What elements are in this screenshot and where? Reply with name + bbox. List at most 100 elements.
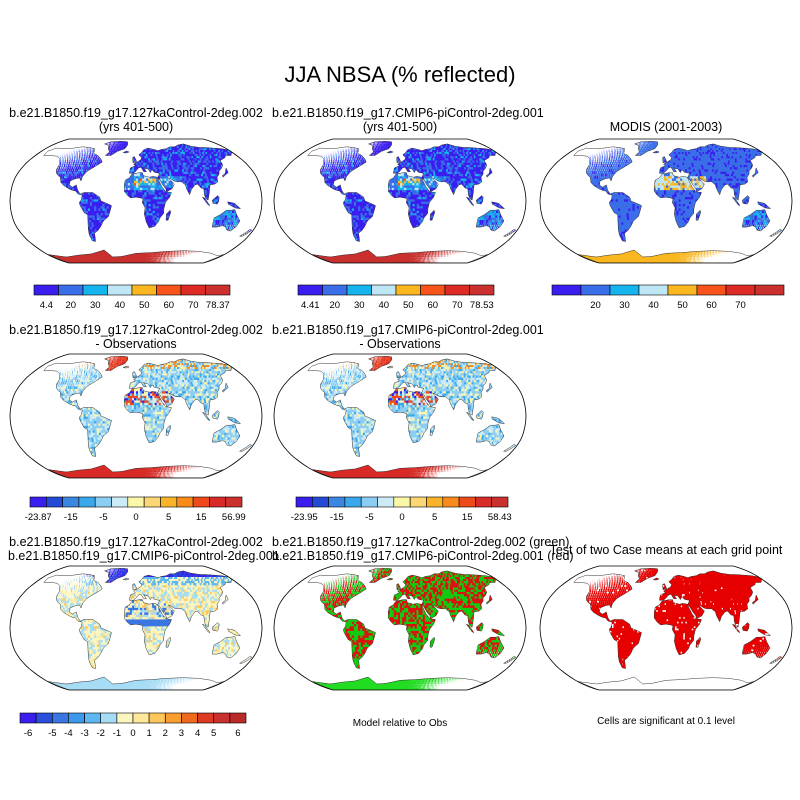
- colorbar-swatch: [395, 284, 421, 296]
- colorbar-swatch: [111, 496, 129, 508]
- colorbar-swatch: [426, 496, 444, 508]
- globe-outline: [539, 138, 793, 264]
- colorbar-swatch: [84, 712, 101, 724]
- colorbar-swatch: [176, 496, 194, 508]
- colorbar-swatch: [377, 496, 395, 508]
- land-south-america: [343, 192, 376, 242]
- panel-3-title-line1: MODIS (2001-2003): [538, 120, 794, 134]
- colorbar-tick-label: 30: [354, 300, 365, 311]
- panel-7-title: b.e21.B1850.f19_g17.127kaControl-2deg.00…: [8, 535, 280, 563]
- colorbar-swatch: [328, 496, 346, 508]
- colorbar-swatch: [667, 284, 698, 296]
- colorbar-tick-label: 58.43: [488, 512, 512, 523]
- colorbar-tick-label: 50: [139, 300, 150, 311]
- colorbar-tick-label: 56.99: [222, 512, 246, 523]
- colorbar-swatch: [82, 284, 108, 296]
- colorbar-swatch: [181, 712, 198, 724]
- colorbar-swatch: [29, 496, 47, 508]
- colorbar-tick-label: 70: [735, 300, 746, 311]
- colorbar-tick-label: 20: [590, 300, 601, 311]
- colorbar-tick-label: 40: [115, 300, 126, 311]
- colorbar-swatch: [143, 496, 161, 508]
- colorbar-tick-label: -23.87: [25, 512, 52, 523]
- colorbar-tick-label: 15: [462, 512, 473, 523]
- land-australia: [476, 209, 504, 231]
- colorbar-tick-label: 0: [399, 512, 404, 523]
- colorbar-tick-label: 70: [188, 300, 199, 311]
- colorbar-swatch: [371, 284, 397, 296]
- main-title: JJA NBSA (% reflected): [0, 62, 800, 88]
- colorbar-swatch: [107, 284, 133, 296]
- colorbar-swatch: [33, 284, 59, 296]
- colorbar-swatch: [19, 712, 37, 724]
- colorbar-tick-label: 20: [330, 300, 341, 311]
- colorbar-tick-label: -15: [330, 512, 344, 523]
- globe-outline: [9, 565, 263, 691]
- land-south-america: [609, 619, 642, 669]
- land-fill: [307, 567, 517, 690]
- land-north-america: [307, 146, 367, 195]
- map-panel-4: [9, 353, 263, 479]
- panel-2-title-line2: (yrs 401-500): [272, 120, 528, 134]
- globe-outline: [9, 138, 263, 264]
- colorbar-swatch: [78, 496, 96, 508]
- colorbar-tick-label: 0: [130, 728, 135, 739]
- land-north-america: [307, 361, 367, 410]
- colorbar-tick-label: 1: [146, 728, 151, 739]
- land-iceland: [123, 366, 130, 368]
- land-fill: [573, 567, 783, 690]
- colorbar-swatch: [491, 496, 509, 508]
- colorbar-tick-label: 5: [211, 728, 216, 739]
- land-iceland: [387, 578, 394, 580]
- colorbar-tick-label: 78.53: [470, 300, 494, 311]
- colorbar-swatch: [229, 712, 247, 724]
- colorbar-swatch: [197, 712, 215, 724]
- colorbar-swatch: [100, 712, 118, 724]
- land-fill: [43, 567, 253, 690]
- globe-outline: [273, 565, 527, 691]
- colorbar-swatch: [51, 712, 69, 724]
- land-iceland: [653, 578, 660, 580]
- panel-7-title-line2: b.e21.B1850.f19_g17.CMIP6-piControl-2deg…: [8, 549, 280, 563]
- map-panel-5: [273, 353, 527, 479]
- map-panel-3: [539, 138, 793, 264]
- colorbar-tick-label: -1: [113, 728, 121, 739]
- colorbar-tick-label: 4: [195, 728, 200, 739]
- panel-9-note: Cells are significant at 0.1 level: [538, 716, 794, 727]
- land-iceland: [653, 151, 660, 153]
- map-panel-7: [9, 565, 263, 691]
- colorbar-1: 4.4 20 30 40 50 60 70 78.37: [33, 284, 231, 311]
- colorbar-swatch: [696, 284, 727, 296]
- colorbar-tick-label: 2: [163, 728, 168, 739]
- colorbar-swatch: [127, 496, 145, 508]
- panel-4-title-line1: b.e21.B1850.f19_g17.127kaControl-2deg.00…: [8, 323, 264, 337]
- colorbar-4: -23.87 -15 -5 0 5 15 56.99: [25, 496, 246, 523]
- land-fill: [43, 355, 253, 478]
- colorbar-swatch: [311, 496, 329, 508]
- colorbar-swatch: [360, 496, 378, 508]
- land-iceland: [387, 151, 394, 153]
- land-north-america: [43, 146, 103, 195]
- colorbar-tick-label: 4.4: [40, 300, 53, 311]
- land-north-america: [573, 573, 633, 622]
- colorbar-swatch: [442, 496, 460, 508]
- land-fill: [307, 140, 517, 263]
- colorbar-tick-label: 40: [379, 300, 390, 311]
- colorbar-swatch: [213, 712, 231, 724]
- colorbar-swatch: [192, 496, 210, 508]
- colorbar-tick-label: -4: [64, 728, 72, 739]
- colorbar-swatch: [346, 284, 372, 296]
- colorbar-tick-label: -5: [365, 512, 373, 523]
- colorbar-swatch: [35, 712, 53, 724]
- panel-9-title: Test of two Case means at each grid poin…: [538, 543, 794, 557]
- colorbar-3: 20 30 40 50 60 70: [551, 284, 785, 311]
- colorbar-tick-label: 78.37: [206, 300, 230, 311]
- colorbar-tick-label: 20: [66, 300, 77, 311]
- colorbar-tick-label: 50: [403, 300, 414, 311]
- colorbar-tick-label: -5: [99, 512, 107, 523]
- land-north-america: [307, 573, 367, 622]
- colorbar-swatch: [156, 284, 182, 296]
- land-australia: [476, 424, 504, 446]
- colorbar-swatch: [205, 284, 231, 296]
- globe-outline: [273, 138, 527, 264]
